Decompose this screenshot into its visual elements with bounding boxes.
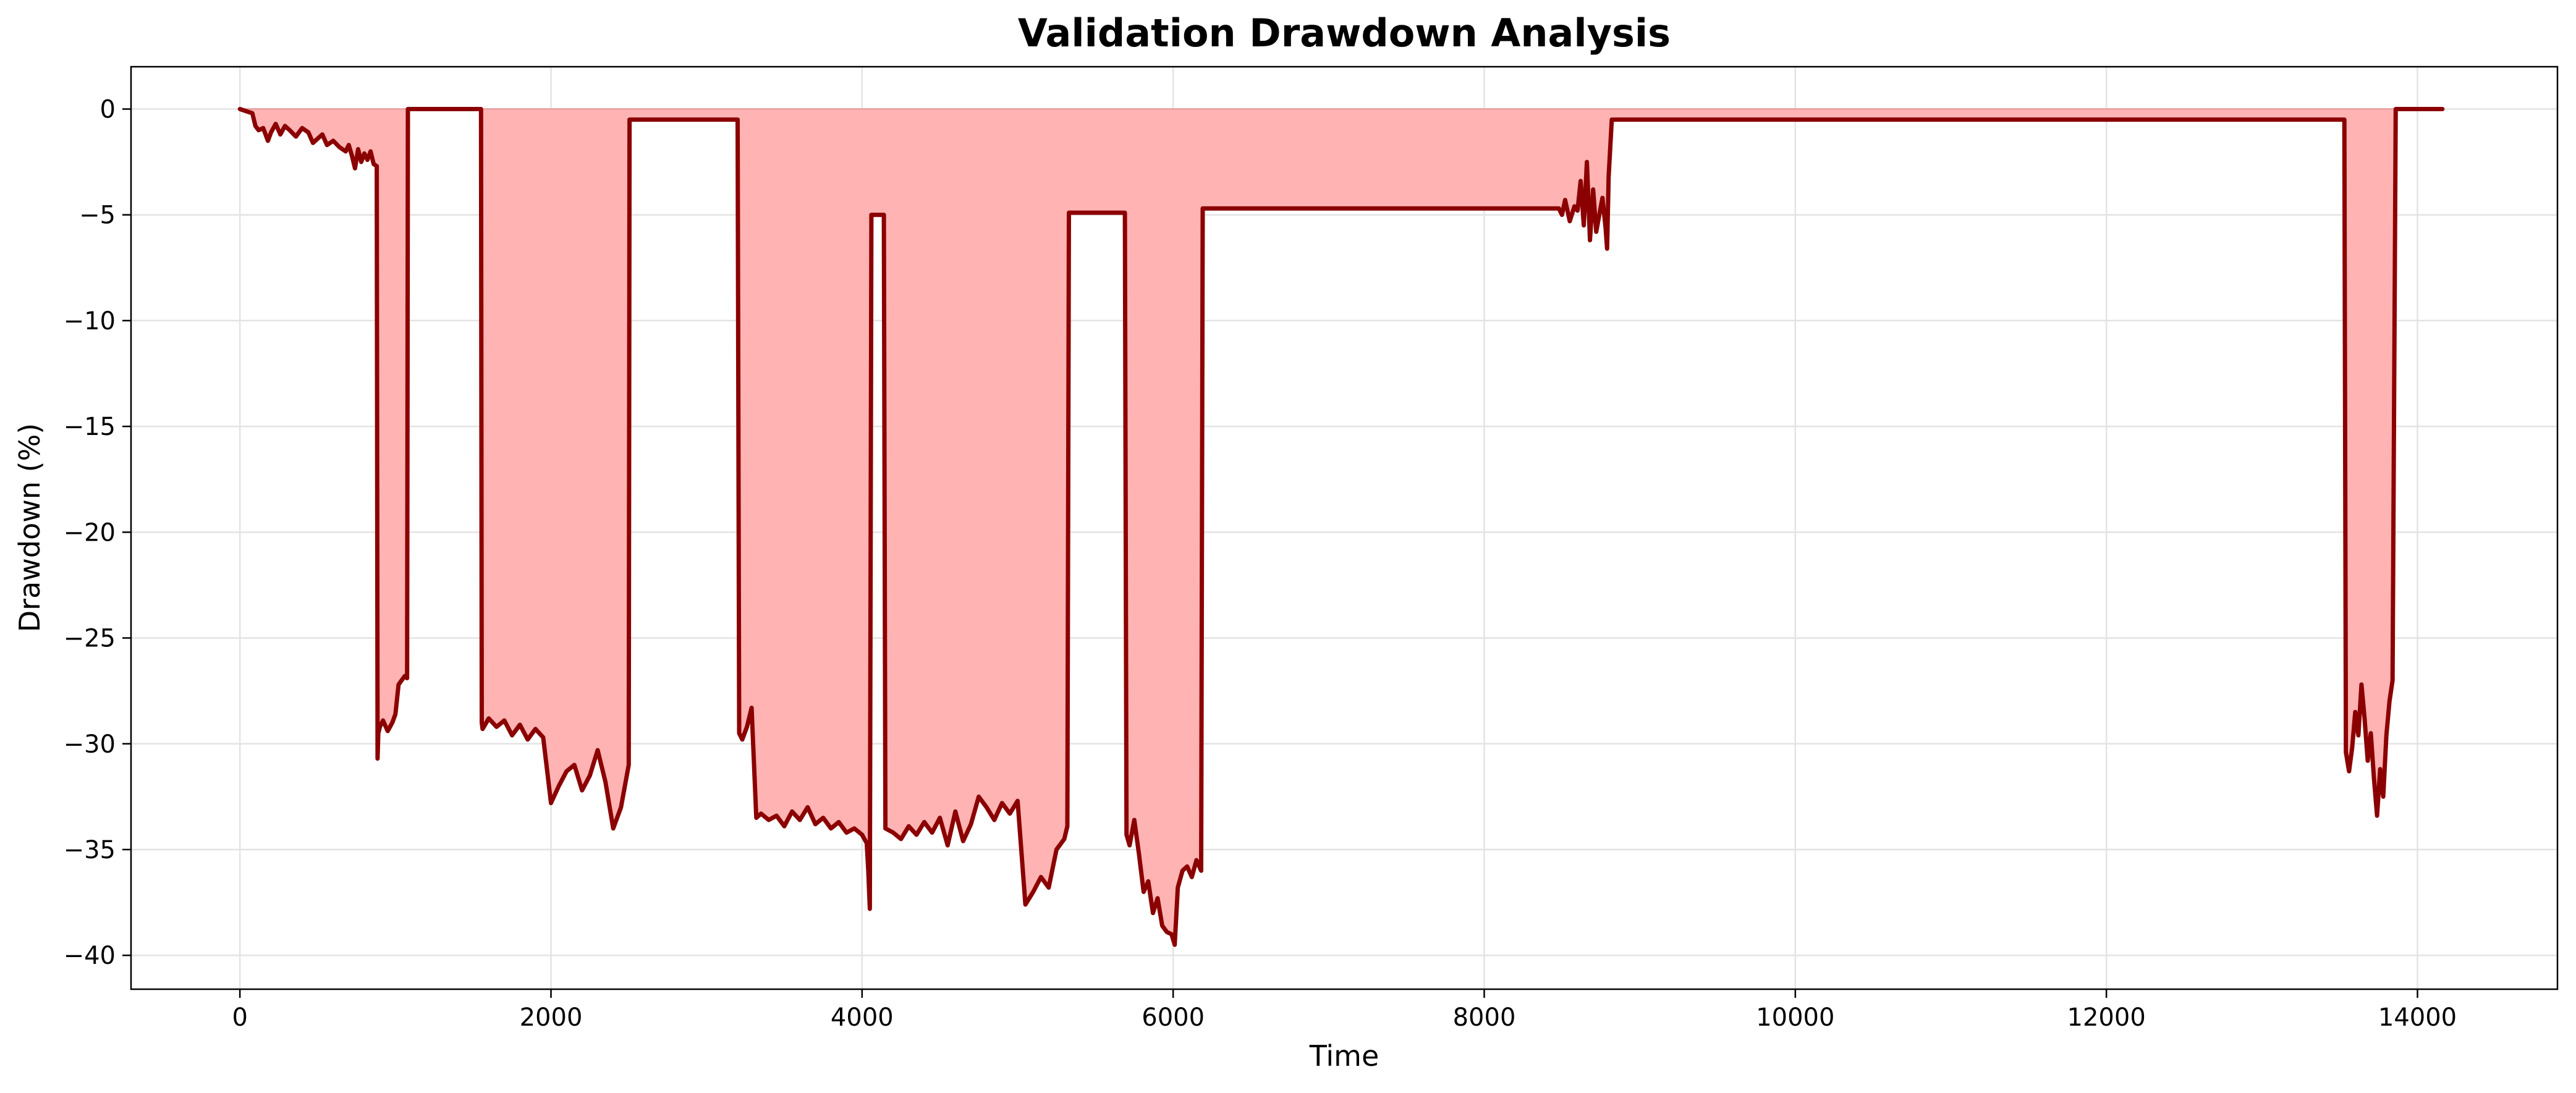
- x-tick-label: 6000: [1142, 1003, 1205, 1032]
- y-tick-label: −30: [64, 730, 116, 759]
- drawdown-area: [240, 109, 2443, 945]
- y-tick-label: −20: [64, 518, 116, 547]
- y-tick-label: −25: [64, 625, 116, 653]
- x-axis: 0 2000 4000 6000 8000 10000 12000 14000: [232, 989, 2457, 1032]
- drawdown-line: [237, 107, 2445, 947]
- x-tick-label: 8000: [1453, 1003, 1516, 1032]
- y-axis: 0 −5 −10 −15 −20 −25 −30 −35 −40: [64, 95, 131, 970]
- y-tick-label: −15: [64, 413, 116, 441]
- x-axis-label: Time: [1309, 1039, 1379, 1073]
- chart-title: Validation Drawdown Analysis: [1018, 11, 1671, 56]
- y-tick-label: 0: [100, 95, 116, 124]
- y-axis-label: Drawdown (%): [13, 423, 46, 633]
- x-tick-label: 10000: [1756, 1003, 1834, 1032]
- y-tick-label: −35: [64, 836, 116, 864]
- x-tick-label: 14000: [2378, 1003, 2457, 1032]
- y-tick-label: −10: [64, 307, 116, 335]
- y-tick-label: −5: [79, 201, 116, 230]
- x-tick-label: 0: [232, 1003, 247, 1032]
- x-tick-label: 4000: [831, 1003, 894, 1032]
- x-tick-label: 2000: [520, 1003, 583, 1032]
- y-tick-label: −40: [64, 942, 116, 970]
- x-tick-label: 12000: [2067, 1003, 2146, 1032]
- plot-frame: [130, 65, 2559, 990]
